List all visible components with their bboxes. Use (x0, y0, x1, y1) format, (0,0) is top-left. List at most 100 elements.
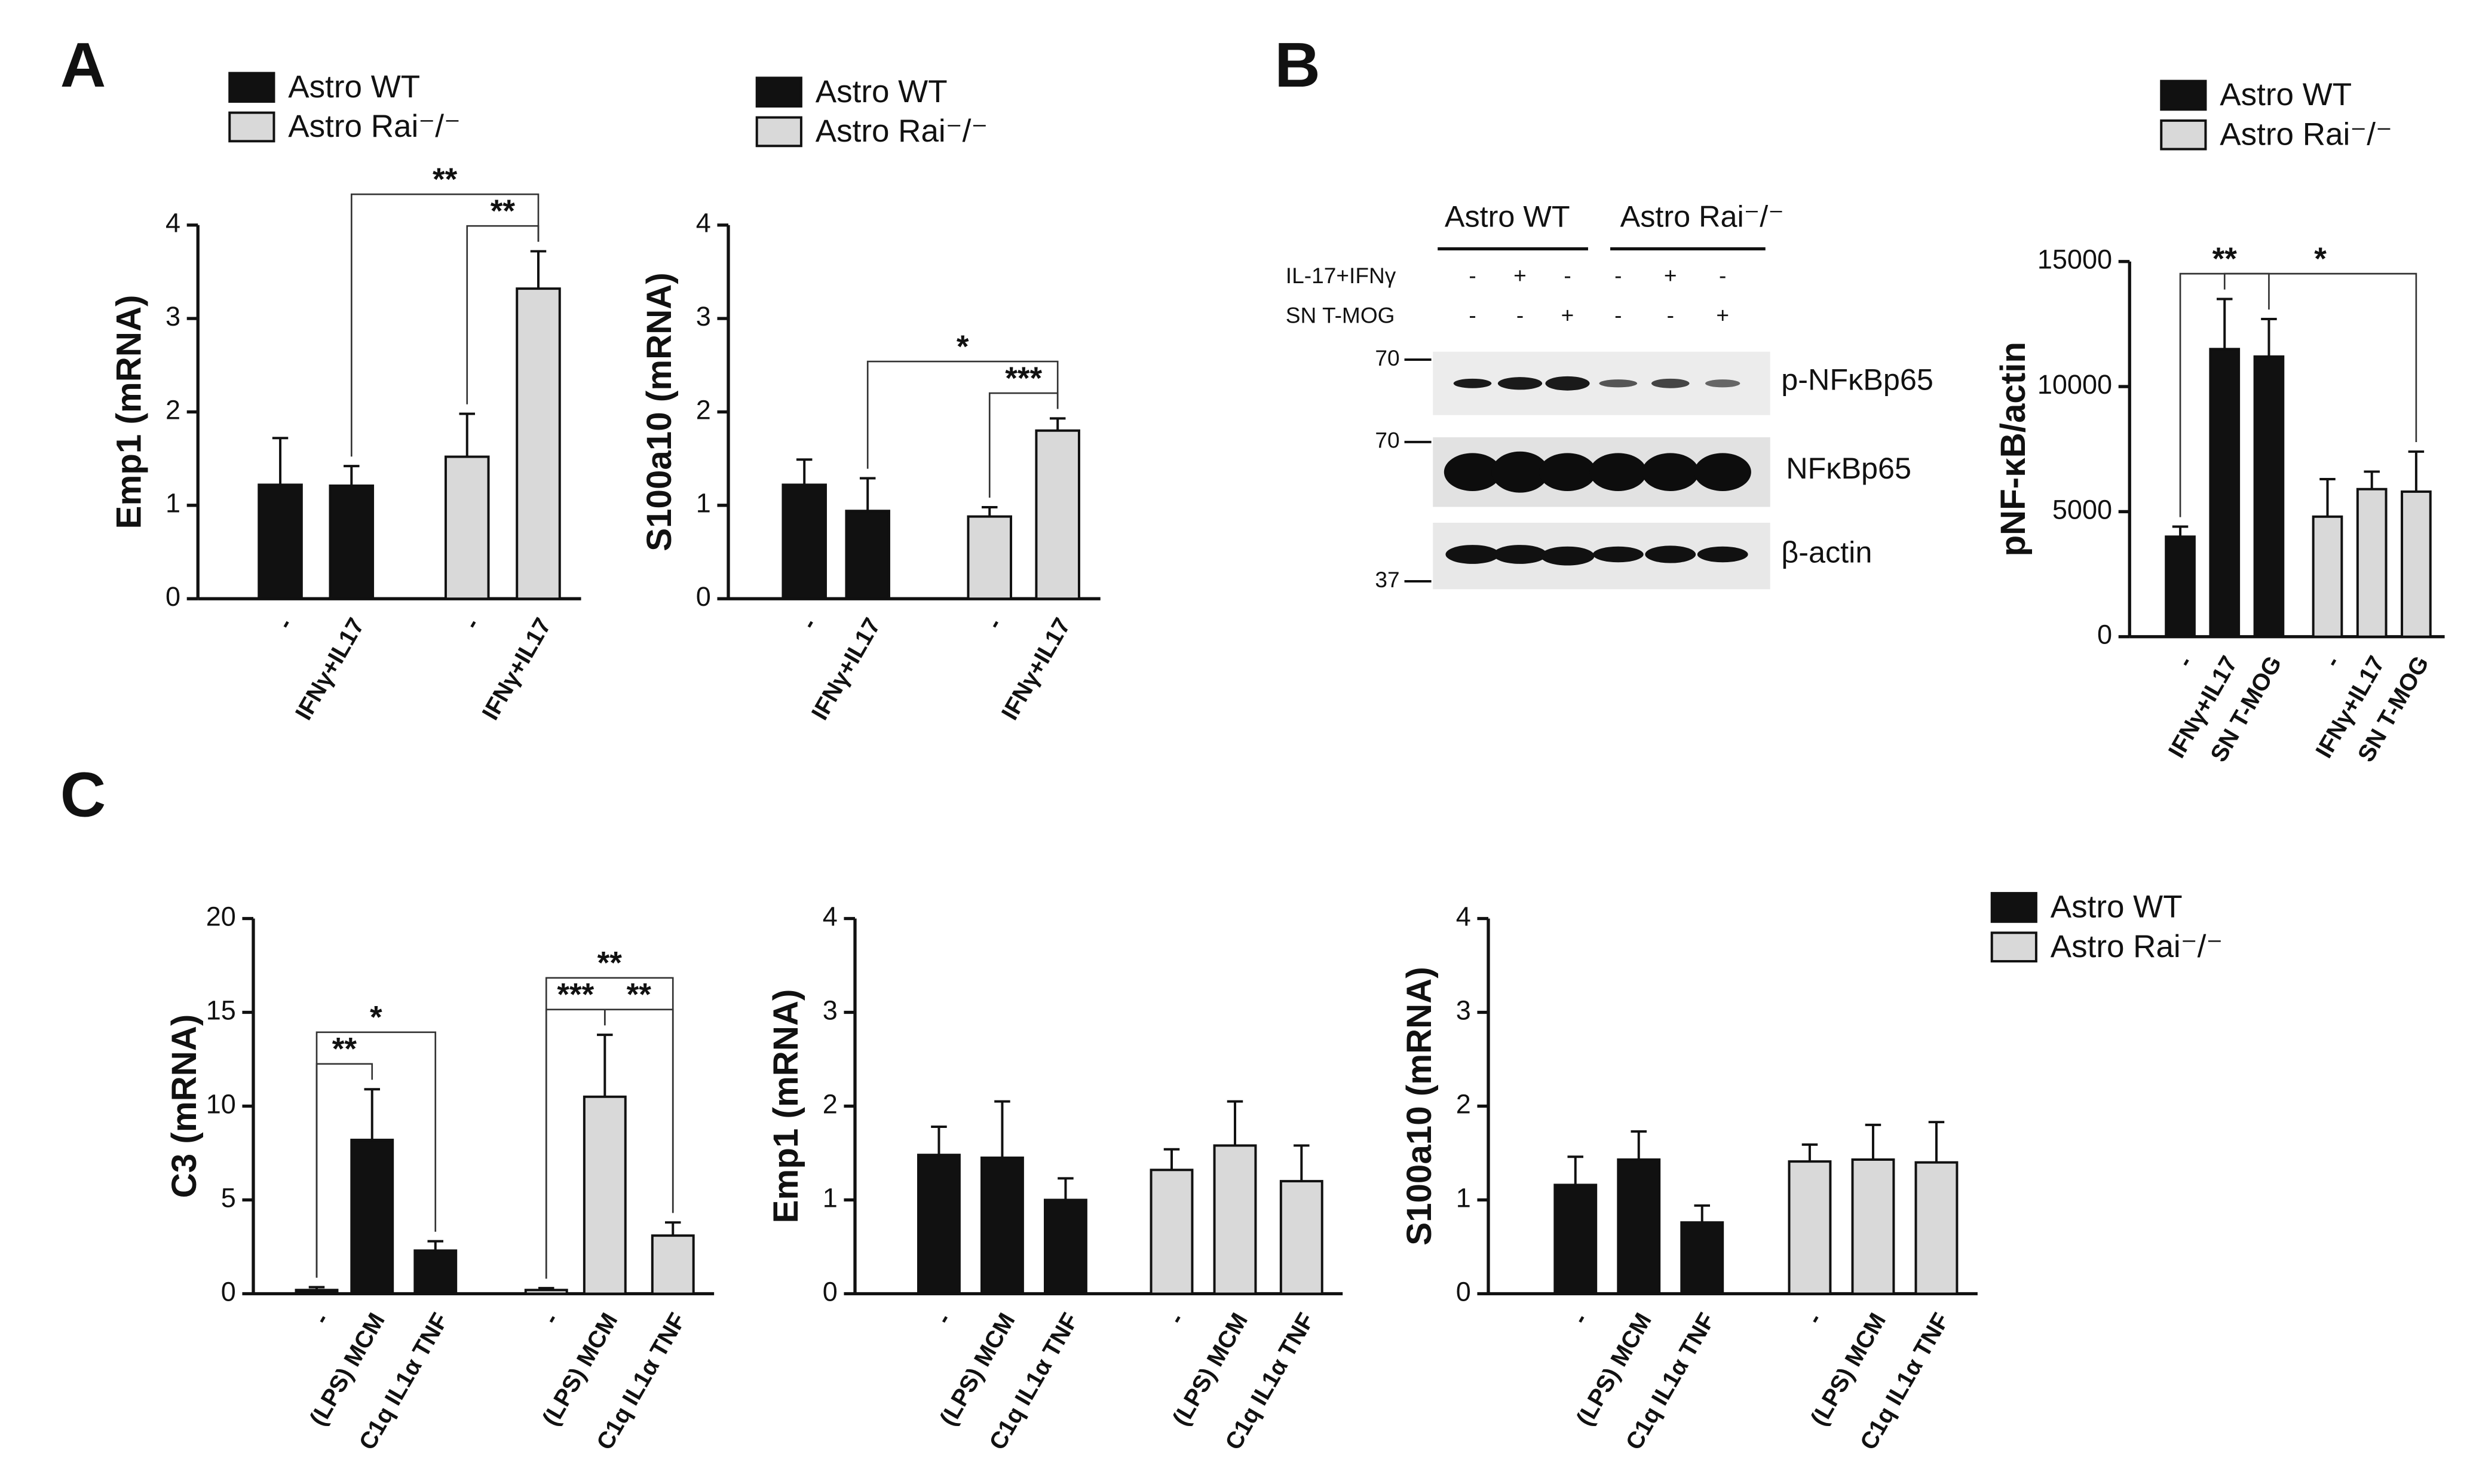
blot-mark: - (1564, 263, 1571, 288)
blot-mark: + (1716, 302, 1729, 327)
bar (2165, 535, 2196, 638)
bar (845, 510, 890, 600)
significance-bracket (545, 977, 674, 1279)
legend-label: Astro WT (816, 74, 948, 109)
legend-label: Astro Rai⁻/⁻ (288, 109, 461, 144)
y-tick-label: 2 (166, 394, 180, 425)
blot-mark: - (1614, 263, 1622, 288)
bar (782, 483, 827, 600)
significance-label: *** (1005, 361, 1042, 396)
y-tick-label: 0 (2097, 620, 2112, 650)
y-tick-label: 0 (1456, 1276, 1471, 1307)
blot-group: Astro Rai⁻/⁻ (1620, 199, 1784, 233)
blot-group: Astro WT (1445, 199, 1570, 233)
bar (2209, 348, 2241, 638)
legend-swatch (755, 116, 802, 148)
bar (1213, 1144, 1257, 1295)
legend-label: Astro WT (2220, 77, 2352, 112)
blot-row-label: IL-17+IFNγ (1286, 263, 1396, 288)
bar (2312, 515, 2343, 638)
blot-mark: + (1513, 263, 1527, 288)
bands-total (1444, 451, 1751, 493)
significance-label: * (370, 1000, 382, 1035)
y-axis-label: pNF-κB/actin (1994, 342, 2033, 557)
bar (1035, 429, 1080, 600)
bands-p65 (1453, 376, 1740, 391)
legend-swatch (2160, 79, 2207, 111)
significance-label: * (957, 329, 969, 364)
y-tick-label: 1 (1456, 1182, 1471, 1213)
bar (258, 483, 303, 600)
y-axis-label: S100a10 (mRNA) (640, 272, 679, 551)
significance-label: ** (2212, 241, 2238, 277)
legend-label: Astro Rai⁻/⁻ (2220, 116, 2392, 152)
bar (1617, 1158, 1661, 1295)
western-blot: Astro WT Astro Rai⁻/⁻ p-NFκBp65 NFκBp65 … (1375, 199, 1933, 591)
marker-label: 37 (1375, 567, 1399, 592)
bar (1914, 1161, 1959, 1295)
bar (651, 1234, 695, 1295)
y-axis-label: Emp1 (mRNA) (109, 295, 148, 529)
y-tick-label: 20 (206, 901, 236, 931)
legend-swatch (1990, 931, 2037, 963)
bar (1788, 1160, 1832, 1295)
panel-label: B (1274, 30, 1320, 100)
significance-bracket (866, 360, 1059, 469)
y-tick-label: 10 (206, 1089, 236, 1119)
y-tick-label: 4 (696, 208, 711, 238)
panel-label: C (60, 760, 106, 830)
legend-swatch (2160, 119, 2207, 151)
legend-label: Astro WT (2051, 890, 2183, 925)
significance-label: ** (597, 946, 623, 981)
blot-row-label: SN T-MOG (1286, 302, 1395, 327)
blot-mark: - (1469, 263, 1476, 288)
y-tick-label: 2 (1456, 1089, 1471, 1119)
bar (1851, 1158, 1895, 1295)
significance-bracket (2223, 272, 2417, 443)
y-tick-label: 3 (166, 301, 180, 332)
bands-actin (1445, 545, 1748, 566)
bar (413, 1249, 458, 1295)
blot-mark: - (1667, 302, 1674, 327)
significance-label: ** (433, 162, 458, 197)
y-axis-label: S100a10 (mRNA) (1400, 967, 1439, 1246)
y-tick-label: 2 (696, 394, 711, 425)
bar (1279, 1180, 1323, 1295)
legend-swatch (1990, 892, 2037, 923)
panel-label: A (60, 30, 106, 100)
legend-swatch (228, 72, 275, 103)
marker-label: 70 (1375, 428, 1399, 453)
bar (967, 515, 1013, 600)
blot-mark: - (1614, 302, 1622, 327)
significance-bracket (350, 193, 540, 457)
y-tick-label: 4 (823, 901, 838, 931)
band-label: β-actin (1781, 535, 1872, 569)
y-axis-label: Emp1 (mRNA) (767, 989, 805, 1224)
y-tick-label: 3 (823, 995, 838, 1025)
significance-label: ** (491, 194, 516, 229)
blot-mark: - (1719, 263, 1726, 288)
y-tick-label: 0 (696, 581, 711, 612)
bar (444, 455, 490, 600)
y-tick-label: 2 (823, 1089, 838, 1119)
bar (2253, 355, 2285, 638)
legend-swatch (228, 111, 275, 143)
y-tick-label: 10000 (2037, 369, 2112, 400)
band-label: NFκBp65 (1786, 451, 1911, 485)
y-tick-label: 1 (696, 488, 711, 519)
bar (295, 1289, 339, 1295)
band-label: p-NFκBp65 (1781, 362, 1933, 396)
significance-label: *** (557, 977, 594, 1013)
bar (1044, 1198, 1087, 1295)
bar (2401, 490, 2432, 638)
bar (583, 1095, 627, 1295)
y-tick-label: 5 (221, 1182, 236, 1213)
blot-mark: - (1516, 302, 1524, 327)
bar (350, 1139, 394, 1295)
y-tick-label: 15000 (2037, 244, 2112, 275)
bar (1680, 1221, 1724, 1295)
legend-label: Astro WT (288, 69, 420, 105)
y-tick-label: 5000 (2052, 494, 2112, 525)
bar (1553, 1183, 1598, 1295)
